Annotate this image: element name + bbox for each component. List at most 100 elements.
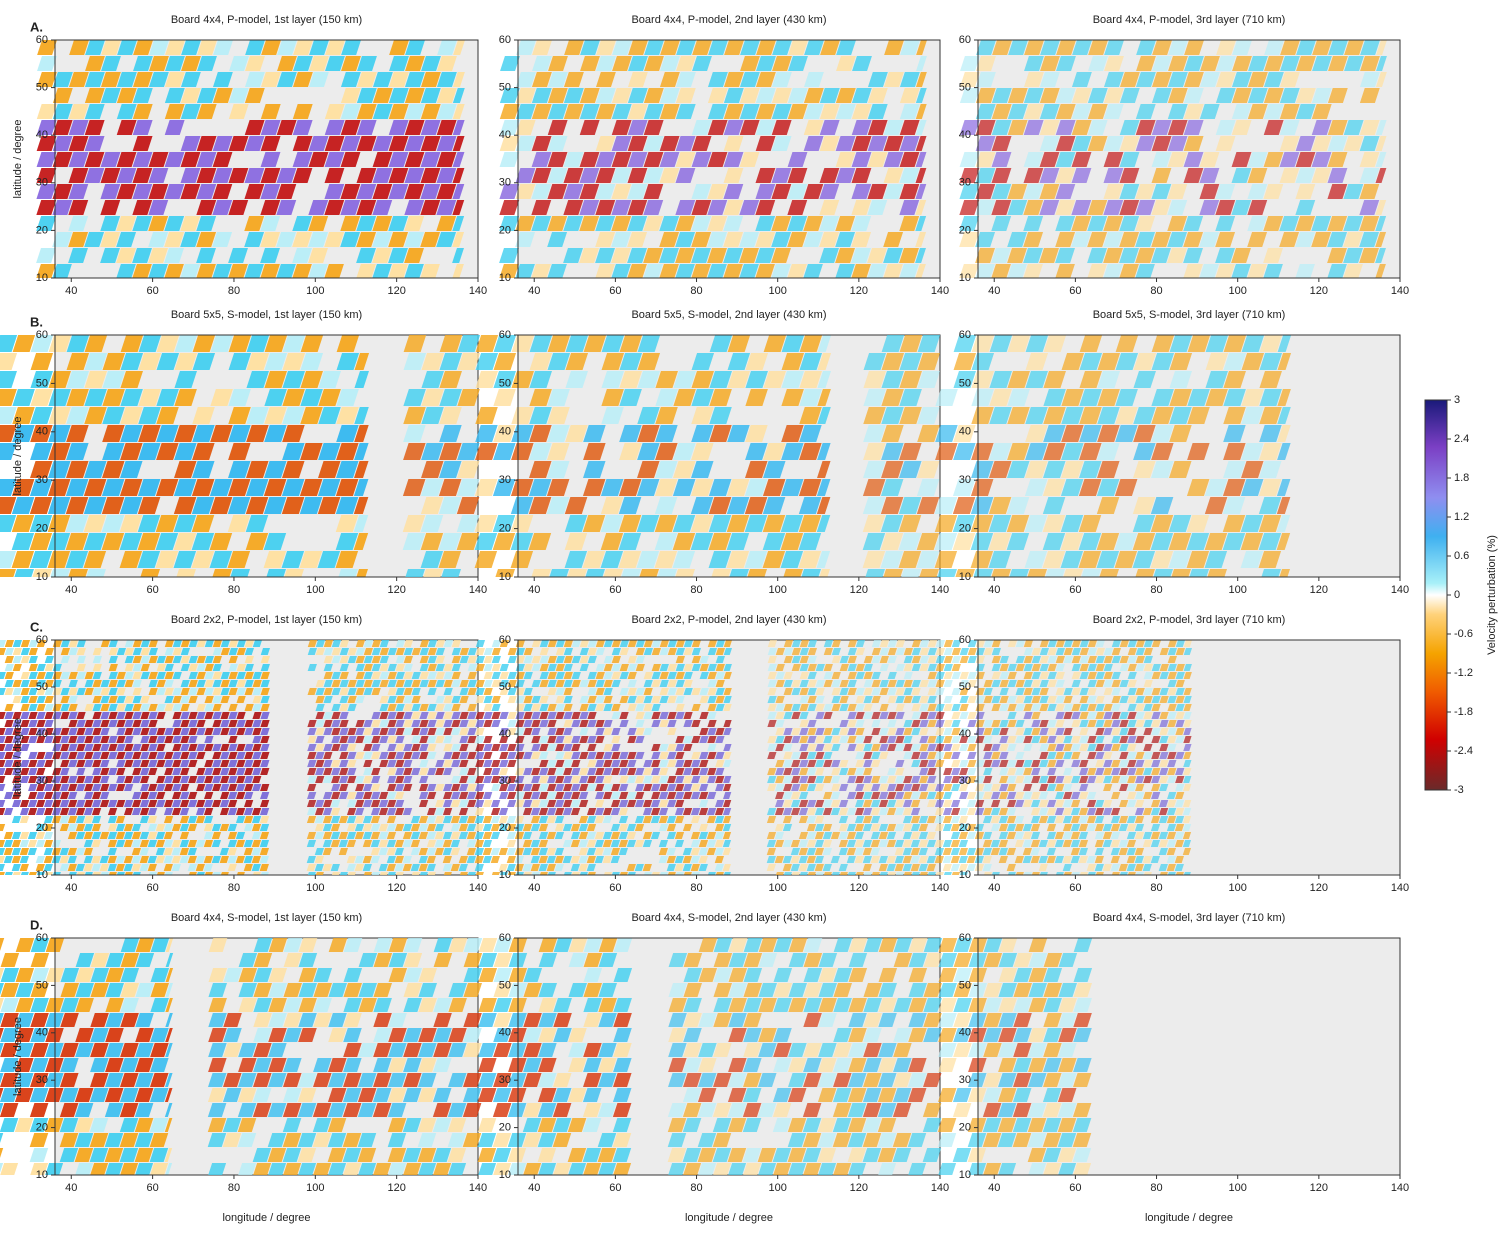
anomaly-cell: [1045, 569, 1065, 577]
anomaly-cell: [507, 856, 516, 863]
anomaly-cell: [944, 672, 953, 679]
anomaly-cell: [86, 569, 106, 577]
anomaly-cell: [1189, 569, 1209, 577]
anomaly-cell: [0, 784, 5, 791]
anomaly-cell: [36, 752, 45, 759]
anomaly-cell: [944, 656, 953, 663]
anomaly-cell: [21, 656, 30, 663]
anomaly-cell: [960, 656, 969, 663]
y-tick-label: 30: [36, 775, 48, 787]
anomaly-cell: [491, 720, 500, 727]
anomaly-cell: [883, 569, 903, 577]
anomaly-cell: [499, 200, 519, 215]
anomaly-cell: [952, 672, 961, 679]
anomaly-cell: [44, 792, 53, 799]
anomaly-cell: [499, 808, 508, 815]
x-tick-label: 60: [609, 584, 621, 596]
anomaly-cell: [31, 353, 54, 370]
figure: A.Board 4x4, P-model, 1st layer (150 km)…: [0, 0, 1507, 1230]
anomaly-cell: [499, 752, 508, 759]
x-tick-label: 100: [306, 285, 324, 297]
anomaly-cell: [508, 648, 517, 655]
anomaly-cell: [944, 696, 953, 703]
anomaly-cell: [468, 872, 476, 875]
anomaly-cell: [483, 704, 492, 711]
anomaly-cell: [20, 704, 29, 711]
anomaly-cell: [0, 872, 5, 875]
anomaly-cell: [483, 744, 492, 751]
anomaly-cell: [338, 569, 358, 577]
anomaly-cell: [28, 712, 37, 719]
y-tick-label: 60: [499, 634, 511, 646]
anomaly-cell: [308, 872, 316, 875]
anomaly-cell: [36, 856, 45, 863]
anomaly-cell: [783, 569, 803, 577]
anomaly-cell: [0, 776, 5, 783]
anomaly-cell: [388, 872, 396, 875]
y-tick-label: 10: [959, 272, 971, 284]
y-tick-label: 60: [959, 34, 971, 46]
anomaly-cell: [36, 720, 45, 727]
anomaly-cell: [50, 569, 70, 577]
y-tick-label: 40: [36, 728, 48, 740]
anomaly-cell: [507, 712, 516, 719]
anomaly-cell: [36, 840, 45, 847]
x-tick-label: 80: [690, 584, 702, 596]
anomaly-cell: [140, 569, 160, 577]
anomaly-cell: [28, 800, 37, 807]
y-tick-label: 50: [959, 82, 971, 94]
anomaly-cell: [476, 872, 484, 875]
anomaly-cell: [13, 648, 22, 655]
anomaly-cell: [28, 760, 37, 767]
anomaly-cell: [420, 872, 428, 875]
anomaly-cell: [499, 744, 508, 751]
y-tick-label: 50: [36, 82, 48, 94]
panel-title: Board 5x5, S-model, 2nd layer (430 km): [631, 309, 826, 321]
anomaly-cell: [1081, 569, 1101, 577]
anomaly-cell: [20, 864, 29, 871]
anomaly-cell: [508, 656, 517, 663]
y-tick-label: 10: [499, 272, 511, 284]
anomaly-cell: [711, 569, 731, 577]
anomaly-cell: [29, 696, 38, 703]
anomaly-cell: [44, 840, 53, 847]
x-tick-label: 120: [387, 882, 405, 894]
x-tick-label: 60: [1069, 584, 1081, 596]
anomaly-cell: [176, 569, 196, 577]
anomaly-cell: [675, 569, 695, 577]
anomaly-cell: [12, 800, 21, 807]
anomaly-cell: [960, 696, 969, 703]
anomaly-cell: [405, 569, 425, 577]
y-tick-label: 60: [959, 329, 971, 341]
y-tick-label: 60: [36, 329, 48, 341]
anomaly-cell: [960, 672, 969, 679]
anomaly-cell: [20, 856, 29, 863]
anomaly-cell: [960, 648, 969, 655]
panel-title: Board 5x5, S-model, 3rd layer (710 km): [1093, 309, 1286, 321]
x-tick-label: 100: [306, 882, 324, 894]
anomaly-cell: [507, 752, 516, 759]
y-tick-label: 20: [36, 822, 48, 834]
anomaly-cell: [13, 688, 22, 695]
map-panel: [959, 40, 1400, 278]
y-tick-label: 20: [499, 822, 511, 834]
x-tick-label: 120: [850, 584, 868, 596]
y-tick-label: 20: [36, 224, 48, 236]
y-tick-label: 10: [499, 869, 511, 881]
anomaly-cell: [1009, 569, 1029, 577]
x-tick-label: 100: [769, 584, 787, 596]
anomaly-cell: [13, 680, 22, 687]
x-tick-label: 140: [1391, 584, 1409, 596]
anomaly-cell: [959, 704, 968, 711]
anomaly-cell: [13, 640, 22, 647]
anomaly-cell: [44, 848, 53, 855]
anomaly-cell: [492, 656, 501, 663]
anomaly-cell: [499, 712, 508, 719]
anomaly-cell: [5, 680, 14, 687]
x-tick-label: 40: [528, 285, 540, 297]
anomaly-cell: [316, 872, 324, 875]
x-tick-label: 40: [528, 584, 540, 596]
anomaly-cell: [500, 672, 509, 679]
x-tick-label: 40: [65, 285, 77, 297]
anomaly-cell: [967, 712, 976, 719]
